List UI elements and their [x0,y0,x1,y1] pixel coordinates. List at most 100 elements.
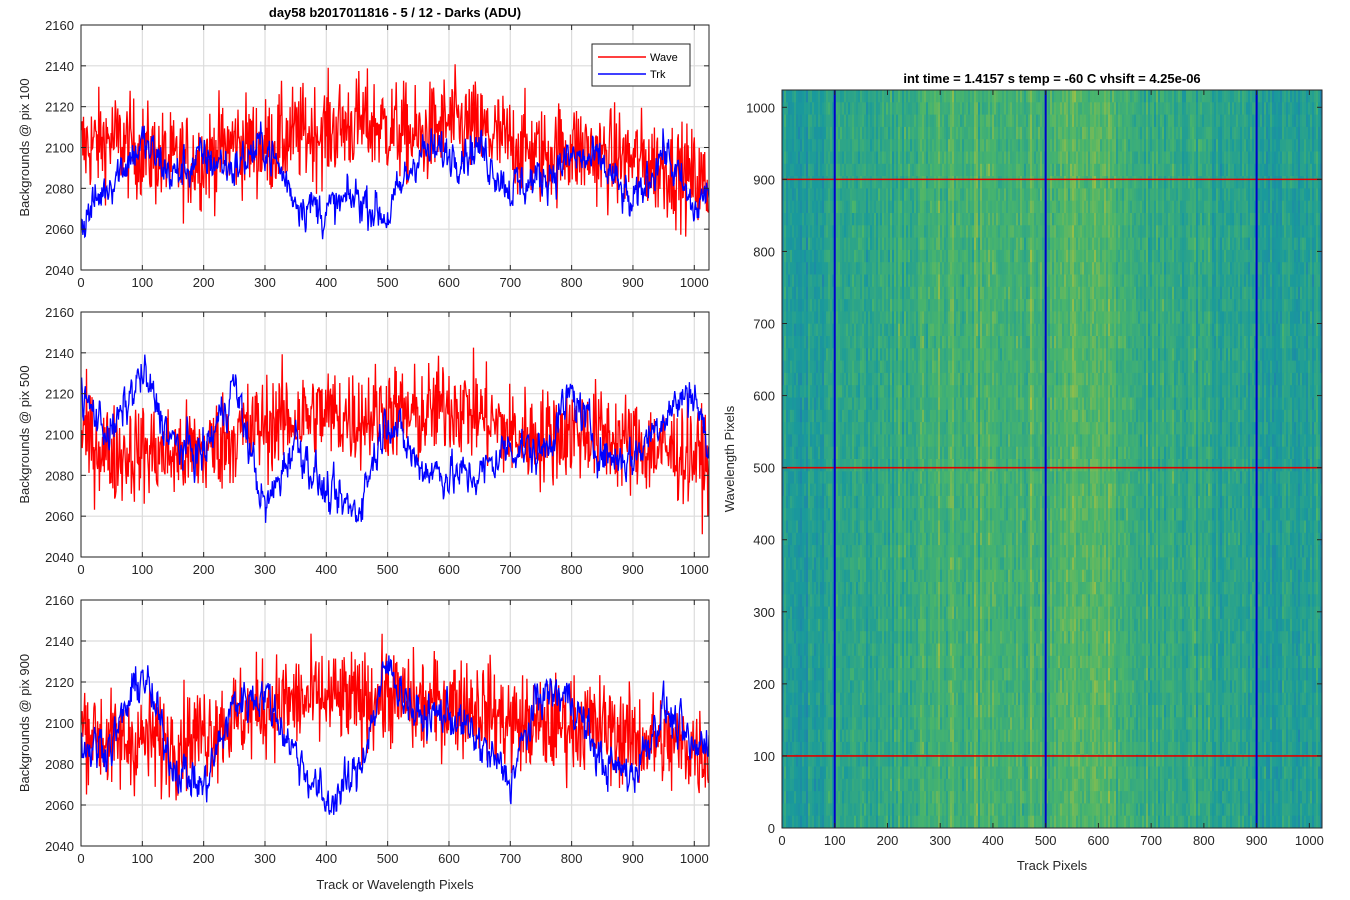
heatmap-cell [832,631,835,644]
heatmap-cell [800,606,803,620]
heatmap-cell [786,102,789,115]
heatmap-cell [844,286,847,300]
heatmap-cell [852,163,855,177]
heatmap-cell [782,385,785,398]
heatmap-cell [792,336,795,349]
heatmap-cell [830,126,833,140]
heatmap-cell [798,582,801,595]
heatmap-cell [846,151,849,165]
heatmap-cell [840,176,843,189]
heatmap-cell [792,791,795,804]
plots-layer: 0 100 200 300 400 500 600 700 800 900 100020402060… [17,5,1324,892]
heatmap-cell [836,668,839,681]
heatmap-cell [816,188,819,202]
heatmap-cell [794,532,797,546]
heatmap-cell [808,286,811,300]
heatmap-cell [792,741,795,755]
heatmap-cell [786,631,789,644]
heatmap-cell [846,766,849,780]
heatmap-cell [838,643,841,657]
heatmap-cell [808,102,811,115]
heatmap-cell [844,618,847,632]
heatmap-cell [828,385,831,398]
heatmap-cell [814,754,817,767]
heatmap-cell [810,200,813,214]
heatmap-cell [790,299,793,312]
heatmap-cell [824,631,827,644]
heatmap-cell [798,483,801,497]
heatmap-cell [844,348,847,361]
heatmap-cell [850,90,853,103]
heatmap-cell [852,90,855,103]
heatmap-cell [812,114,815,128]
heatmap-cell [784,495,787,509]
heatmap-cell [832,262,835,275]
heatmap-cell [824,778,827,792]
heatmap-cell [808,188,811,202]
heatmap-cell [800,385,803,398]
heatmap-cell [790,139,793,152]
heatmap-cell [792,262,795,275]
heatmap-cell [848,778,851,792]
y-tick-label: 2040 [45,263,74,278]
legend-label: Wave [650,52,678,64]
heatmap-cell [782,446,785,460]
heatmap-cell [818,631,821,644]
heatmap-cell [810,545,813,558]
heatmap-cell [810,520,813,534]
heatmap-cell [804,262,807,275]
heatmap-cell [810,385,813,398]
heatmap-cell [812,618,815,632]
heatmap-cell [842,139,845,152]
heatmap-cell [818,422,821,435]
heatmap-cell [838,754,841,767]
ticks: 0 100 200 300 400 500 600 700 800 900 100020402060… [45,305,709,577]
heatmap-cell [828,631,831,644]
heatmap-cell [830,360,833,374]
heatmap-cell [786,323,789,337]
heatmap-cell [806,311,809,325]
heatmap-cell [800,299,803,312]
heatmap-cell [792,225,795,238]
heatmap-cell [786,176,789,189]
heatmap-cell [846,532,849,546]
heatmap-cell [836,729,839,743]
heatmap-cell [814,483,817,497]
heatmap-cell [816,249,819,263]
x-tick-label: 1000 [680,562,709,577]
heatmap-cell [820,323,823,337]
heatmap-cell [794,508,797,521]
heatmap-cell [800,213,803,226]
heatmap-cell [796,717,799,730]
heatmap-cell [840,483,843,497]
heatmap-cell [844,126,847,140]
heatmap-cell [846,643,849,657]
heatmap-cell [808,557,811,571]
heatmap-cell [798,729,801,743]
heatmap-cell [794,90,797,103]
heatmap-cell [784,237,787,251]
heatmap-cell [782,582,785,595]
heatmap-cell [810,188,813,202]
heatmap-cell [846,717,849,730]
heatmap-cell [816,643,819,657]
y-tick-label: 2120 [45,100,74,115]
heatmap-cell [808,741,811,755]
heatmap-cell [790,422,793,435]
heatmap-cell [838,815,841,829]
heatmap-cell [832,360,835,374]
heatmap-cell [804,348,807,361]
heatmap-cell [784,766,787,780]
heatmap-cell [826,409,829,423]
heatmap-cell [788,618,791,632]
heatmap-cell [832,348,835,361]
heatmap-cell [844,274,847,288]
heatmap-cell [800,434,803,448]
heatmap-cell [840,225,843,238]
heatmap-cell [850,618,853,632]
heatmap-cell [790,532,793,546]
heatmap-cell [804,249,807,263]
heatmap-cell [820,557,823,571]
heatmap-cell [806,471,809,484]
heatmap-cell [782,274,785,288]
